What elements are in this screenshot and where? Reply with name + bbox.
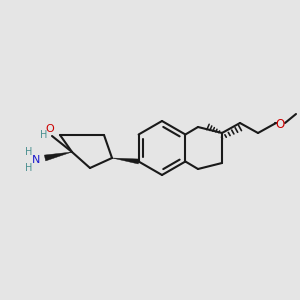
Text: H: H: [40, 130, 48, 140]
Text: O: O: [275, 118, 285, 130]
Text: N: N: [32, 155, 40, 165]
Text: H: H: [25, 163, 33, 173]
Text: O: O: [46, 124, 54, 134]
Polygon shape: [112, 158, 139, 164]
Text: H: H: [25, 147, 33, 157]
Polygon shape: [44, 152, 72, 161]
